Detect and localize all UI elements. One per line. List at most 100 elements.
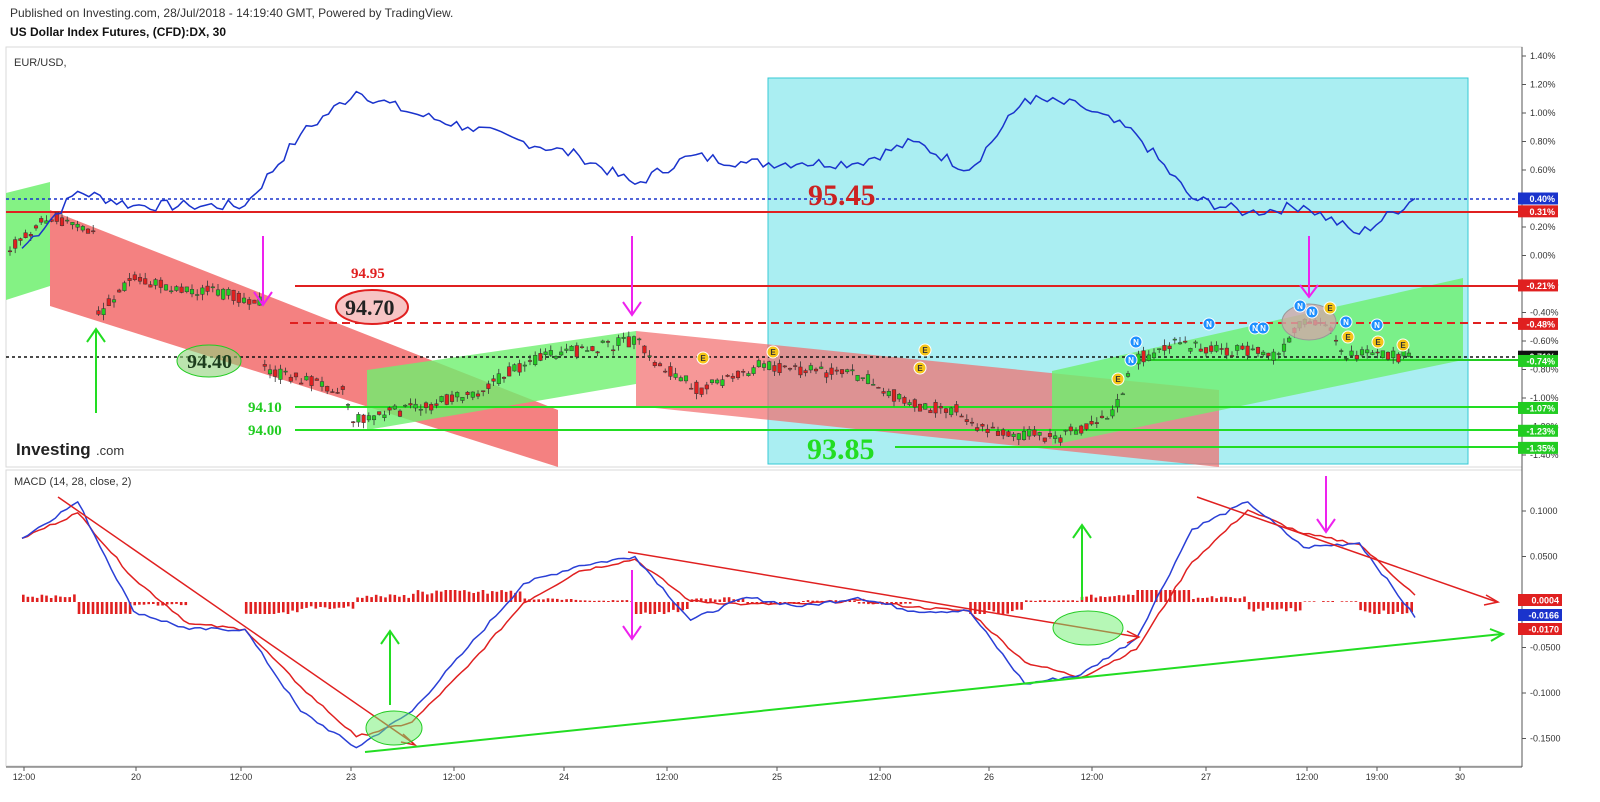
macd-hist-bar [407,597,410,602]
macd-hist-bar [727,597,731,602]
candle-body [460,397,465,401]
macd-hist-bar [63,597,67,602]
macd-hist-bar [114,602,118,614]
macd-hist-bar [384,597,387,602]
macd-hist-bar [1052,600,1056,602]
macd-hist-bar [1405,602,1409,614]
macd-hist-bar [1071,600,1074,602]
earnings-marker[interactable] [1396,338,1410,352]
earnings-marker[interactable] [1341,330,1355,344]
macd-hist-bar [1034,600,1037,602]
macd-hist-bar [899,602,903,605]
candle-body [1406,352,1411,357]
macd-hist-bar [518,591,522,602]
candle-body [1188,348,1193,352]
macd-hist-bar [110,602,113,614]
macd-hist-bar [1289,602,1293,609]
news-marker[interactable] [1370,318,1384,332]
news-marker[interactable] [1202,317,1216,331]
candle-body [1157,348,1162,350]
news-marker[interactable] [1339,315,1353,329]
macd-hist-bar [40,594,44,602]
macd-hist-bar [1303,601,1307,602]
candle-body [668,366,673,377]
news-marker[interactable] [1256,321,1270,335]
candle-body [1021,430,1027,440]
candle-body [189,289,195,295]
candle-body [221,288,226,300]
macd-hist-bar [778,602,782,604]
candle-body [1068,426,1073,432]
earnings-marker[interactable] [766,345,780,359]
candle-body [881,391,886,394]
time-tick-label: 12:00 [1296,772,1319,782]
macd-hist-bar [142,602,146,605]
candle-body [33,225,39,229]
macd-histogram [22,590,1413,614]
macd-hist-bar [1368,602,1372,613]
candle-body [1141,350,1146,363]
candle-body [195,294,200,296]
candle-body [413,403,418,409]
candle-body [247,299,252,305]
earnings-marker-label: E [922,346,928,355]
macd-hist-bar [426,594,429,602]
price-badge [1518,279,1558,292]
news-marker[interactable] [1305,305,1319,319]
macd-ellipse-1 [365,710,423,746]
candle-body [574,345,579,358]
earnings-marker[interactable] [1371,335,1385,349]
macd-hist-bar [542,599,545,602]
candle-body [122,282,127,291]
macd-badge [1518,609,1562,621]
macd-hist-bar [969,602,972,614]
earnings-marker[interactable] [918,343,932,357]
candle-body [1073,430,1079,435]
macd-hist-bar [449,590,452,602]
candle-body [101,308,106,315]
macd-hist-bar [147,602,150,605]
candle-body [767,361,772,370]
news-marker[interactable] [1124,353,1138,367]
candle-body [153,279,158,286]
macd-hist-bar [713,599,717,602]
macd-hist-bar [1057,600,1061,602]
macd-hist-bar [105,602,109,614]
candle-body [683,375,689,382]
earnings-marker[interactable] [1111,372,1125,386]
candle-body [397,410,403,417]
candle-body [85,228,91,234]
price-tick-label: -0.80% [1530,365,1559,375]
candle-body [273,369,278,377]
macd-hist-bar [1145,590,1149,602]
earnings-marker[interactable] [1323,301,1337,315]
news-marker[interactable] [1293,299,1307,313]
macd-hist-bar [504,591,508,602]
candle-body [205,285,210,292]
macd-hist-bar [862,602,865,604]
candle-body [418,408,423,411]
candle-body [1094,422,1099,424]
macd-hist-bar [1363,602,1367,612]
candle-body [1032,429,1037,436]
candle-body [1063,429,1068,432]
candle-body [829,367,834,375]
candle-body [1245,345,1250,356]
logo-suffix: .com [96,443,124,458]
candle-body [975,427,980,431]
macd-hist-bar [1345,601,1348,602]
macd-hist-bar [1196,597,1200,602]
earnings-marker[interactable] [696,351,710,365]
candle-body [1391,350,1396,359]
macd-hist-bar [421,591,424,602]
candle-body [715,379,720,384]
candle-body [283,370,288,373]
news-marker[interactable] [1129,335,1143,349]
earnings-marker[interactable] [913,361,927,375]
label-9470: 94.70 [345,295,395,320]
macd-hist-bar [31,596,34,602]
macd-hist-bar [1396,602,1399,612]
candle-body [689,387,694,390]
candle-body [210,286,215,289]
